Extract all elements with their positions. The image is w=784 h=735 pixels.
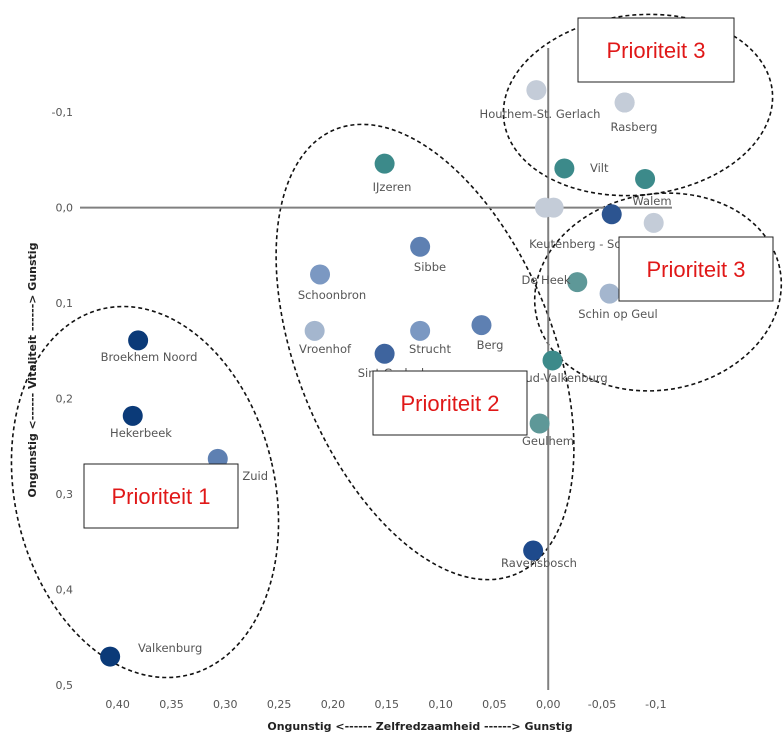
- priority-annotation: Prioriteit 1: [83, 463, 239, 529]
- point-label: Oud-Valkenburg: [516, 371, 607, 385]
- data-point: [529, 413, 550, 434]
- data-point: [374, 343, 395, 364]
- x-tick-label: 0,20: [321, 698, 346, 711]
- point-label: Walem: [632, 194, 671, 208]
- data-point: [526, 80, 547, 101]
- x-tick-label: 0,05: [482, 698, 507, 711]
- x-tick-label: 0,15: [375, 698, 400, 711]
- point-label: Strucht: [409, 342, 451, 356]
- point-label: Hekerbeek: [110, 426, 172, 440]
- data-point: [310, 264, 331, 285]
- y-tick-label: 0,5: [56, 679, 74, 692]
- y-axis-title: Ongunstig <------ Vitaliteit ------> Gun…: [26, 243, 39, 498]
- point-label: Ravensbosch: [501, 556, 577, 570]
- y-tick-label: 0,2: [56, 393, 74, 406]
- point-label: Vroenhof: [299, 342, 352, 356]
- y-tick-label: 0,3: [56, 488, 74, 501]
- y-tick-label: 0,0: [56, 202, 74, 215]
- point-label: Valkenburg: [138, 641, 202, 655]
- data-point: [635, 168, 656, 189]
- priority-annotation: Prioriteit 3: [577, 17, 735, 83]
- point-label: Broekhem Noord: [101, 350, 198, 364]
- ellipse-prioriteit-3-right: [533, 192, 783, 392]
- priority-label: Prioriteit 3: [646, 257, 745, 282]
- ellipse-prioriteit-1: [10, 305, 280, 679]
- priority-annotation: Prioriteit 2: [372, 370, 528, 436]
- point-label: Rasberg: [611, 120, 658, 134]
- data-point: [100, 646, 121, 667]
- data-point: [542, 350, 563, 371]
- data-point: [601, 204, 622, 225]
- point-label: Schin op Geul: [578, 307, 658, 321]
- priority-label: Prioriteit 3: [606, 38, 705, 63]
- data-point: [410, 320, 431, 341]
- x-tick-label: -0,05: [588, 698, 616, 711]
- point-label: Sibbe: [414, 260, 446, 274]
- data-point: [614, 92, 635, 113]
- point-label: Houthem-St. Gerlach: [480, 107, 601, 121]
- priority-box: [83, 463, 239, 529]
- x-tick-label: 0,30: [213, 698, 238, 711]
- priority-label: Prioriteit 1: [111, 484, 210, 509]
- x-tick-label: 0,00: [536, 698, 561, 711]
- priority-annotation: Prioriteit 3: [618, 236, 774, 302]
- priority-box: [372, 370, 528, 436]
- point-label: Berg: [477, 338, 504, 352]
- data-point: [543, 197, 564, 218]
- x-tick-label: 0,40: [105, 698, 130, 711]
- x-tick-label: 0,35: [159, 698, 184, 711]
- data-point: [122, 405, 143, 426]
- ellipse-prioriteit-2: [275, 123, 575, 581]
- x-tick-label: 0,25: [267, 698, 292, 711]
- ellipse-prioriteit-3-top: [502, 13, 774, 197]
- data-point: [599, 283, 620, 304]
- x-axis-title: Ongunstig <------ Zelfredzaamheid ------…: [267, 720, 572, 733]
- point-label: Geulhem: [522, 434, 574, 448]
- priority-label: Prioriteit 2: [400, 391, 499, 416]
- x-tick-label: -0,1: [645, 698, 666, 711]
- point-label: De Heek: [521, 273, 570, 287]
- data-point: [643, 212, 664, 233]
- point-label: Vilt: [590, 161, 609, 175]
- priority-box: [577, 17, 735, 83]
- priority-box: [618, 236, 774, 302]
- data-point: [410, 236, 431, 257]
- data-point: [567, 272, 588, 293]
- data-point: [128, 330, 149, 351]
- data-point: [471, 315, 492, 336]
- data-point: [523, 540, 544, 561]
- y-tick-label: 0,1: [56, 297, 74, 310]
- x-tick-label: 0,10: [428, 698, 453, 711]
- y-tick-label: -0,1: [52, 106, 73, 119]
- data-point: [554, 158, 575, 179]
- point-label: IJzeren: [373, 180, 412, 194]
- data-point: [374, 153, 395, 174]
- y-tick-label: 0,4: [56, 584, 74, 597]
- data-point: [304, 320, 325, 341]
- point-label: Schoonbron: [298, 288, 366, 302]
